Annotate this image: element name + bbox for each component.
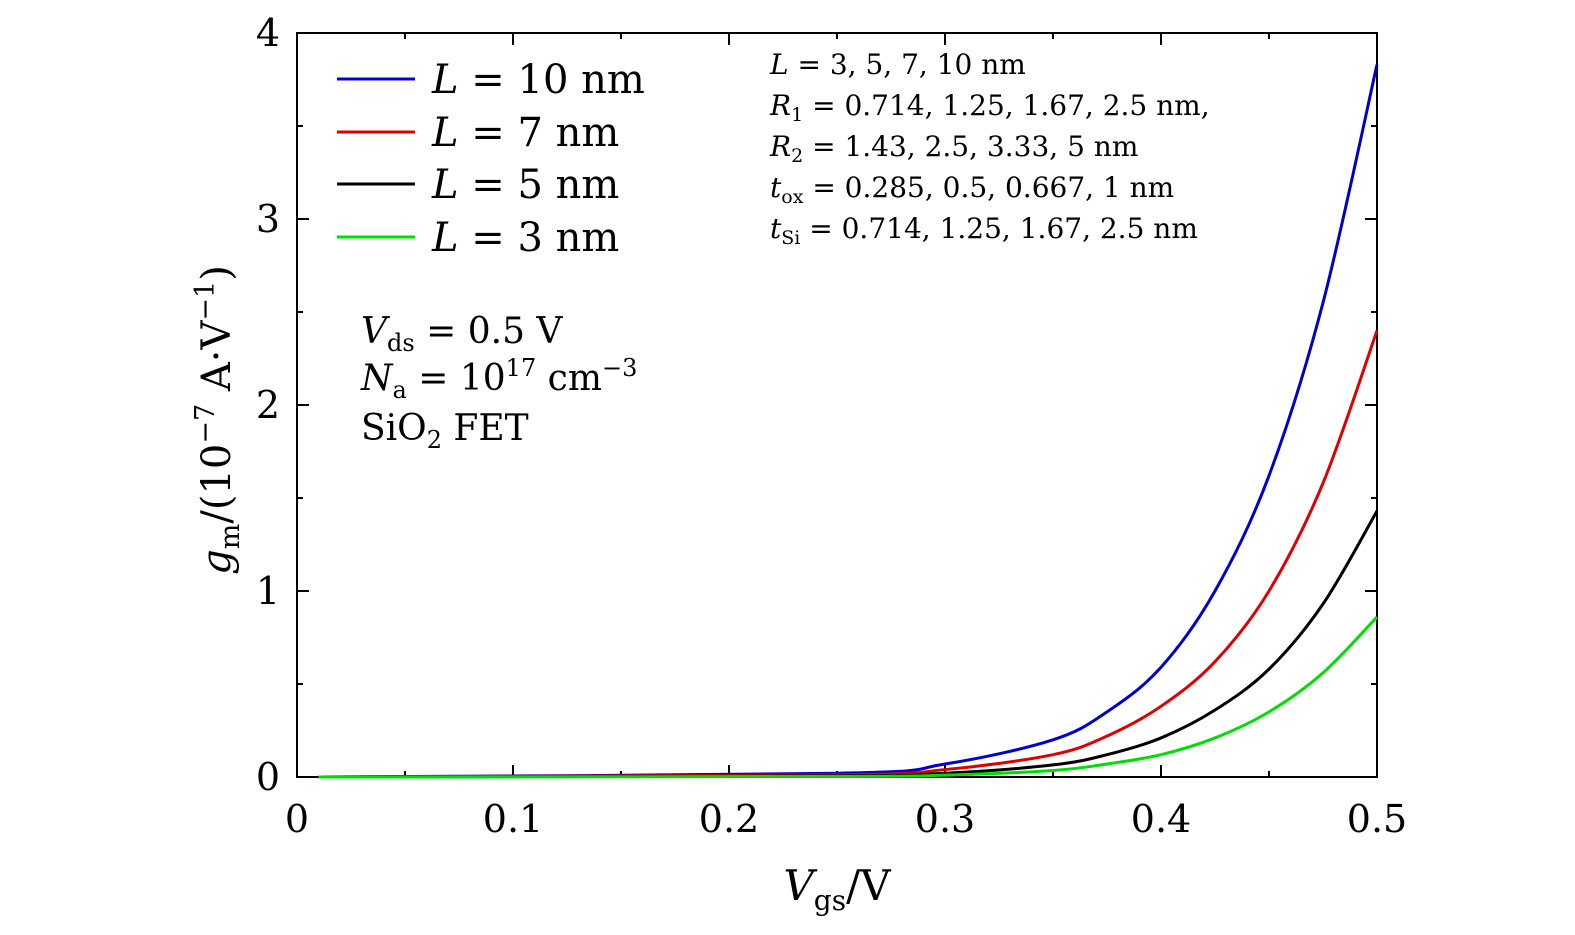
legend-label: L = 10 nm — [431, 57, 645, 103]
series-line — [318, 615, 1379, 779]
x-tick-label: 0.3 — [915, 797, 975, 841]
y-tick-label: 2 — [256, 383, 280, 427]
x-tick-label: 0.4 — [1131, 797, 1191, 841]
y-tick-label: 1 — [256, 569, 280, 613]
legend-label: L = 3 nm — [431, 215, 619, 261]
axis-tick-labels: 0 0.1 0.2 0.3 0.4 0.5 0 1 2 3 4 — [256, 11, 1407, 841]
annotation-geometry: R1 = 0.714, 1.25, 1.67, 2.5 nm, — [769, 89, 1210, 126]
annotation-parameter: Na = 1017 cm−3 — [360, 354, 637, 404]
annotation-parameter: Vds = 0.5 V — [361, 311, 563, 357]
y-tick-label: 0 — [256, 755, 280, 799]
legend: L = 10 nm L = 7 nm L = 5 nm L = 3 nm — [337, 57, 645, 261]
legend-label: L = 7 nm — [431, 110, 619, 156]
annotation-geometry: R2 = 1.43, 2.5, 3.33, 5 nm — [769, 130, 1138, 167]
x-tick-label: 0 — [285, 797, 309, 841]
annotation-geometry: L = 3, 5, 7, 10 nm — [769, 48, 1026, 81]
series-lines — [318, 64, 1379, 779]
x-tick-label: 0.1 — [483, 797, 543, 841]
legend-label: L = 5 nm — [431, 162, 619, 208]
axis-titles: Vgs/V gm/(10−7 A·V−1) — [190, 265, 891, 917]
annotation-parameter: SiO2 FET — [361, 408, 529, 454]
x-tick-label: 0.2 — [699, 797, 759, 841]
y-axis-title: gm/(10−7 A·V−1) — [190, 265, 246, 575]
annotation-geometry: tSi = 0.714, 1.25, 1.67, 2.5 nm — [770, 212, 1198, 249]
annotation-geometry: tox = 0.285, 0.5, 0.667, 1 nm — [770, 171, 1174, 208]
x-axis-title: Vgs/V — [783, 861, 891, 917]
x-tick-label: 0.5 — [1347, 797, 1407, 841]
y-tick-label: 3 — [256, 197, 280, 241]
y-tick-label: 4 — [256, 11, 280, 55]
